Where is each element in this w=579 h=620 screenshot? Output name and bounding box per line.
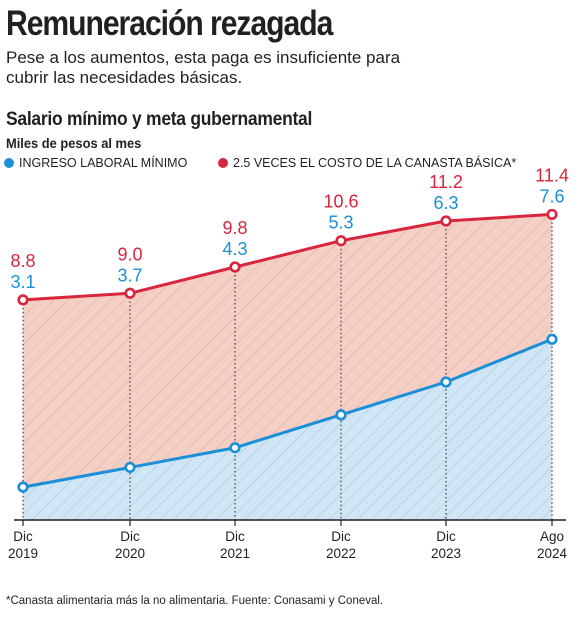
data-point-canasta (335, 235, 347, 247)
data-label-ingreso: 6.3 (433, 193, 458, 213)
data-label-ingreso: 5.3 (328, 213, 353, 233)
x-tick-label-year: 2023 (431, 546, 461, 561)
x-tick-label-year: 2022 (326, 546, 356, 561)
page-title: Remuneración rezagada (6, 4, 333, 43)
area-ingreso-hatch (23, 339, 552, 520)
data-label-ingreso: 7.6 (539, 186, 564, 206)
series-line-canasta (22, 212, 553, 302)
data-point-ingreso (546, 333, 558, 345)
x-tick-label: Dic (436, 529, 456, 544)
data-point-canasta (546, 208, 558, 221)
chart-title: Salario mínimo y meta gubernamental (6, 109, 313, 130)
data-label-canasta: 11.2 (429, 172, 463, 192)
data-label-canasta: 8.8 (10, 251, 35, 271)
data-point-ingreso (335, 409, 347, 421)
footnote: *Canasta alimentaria más la no alimentar… (6, 595, 384, 607)
legend-label-canasta: 2.5 VECES EL COSTO DE LA CANASTA BÁSICA* (233, 156, 517, 170)
data-point-ingreso (440, 376, 452, 388)
data-label-canasta: 10.6 (323, 192, 358, 212)
data-point-canasta (440, 215, 452, 227)
legend-dot-red-icon (218, 158, 228, 168)
x-tick-label: Dic (120, 529, 140, 544)
x-tick-label: Dic (225, 529, 245, 544)
data-label-ingreso: 4.3 (222, 239, 247, 259)
data-label-canasta: 11.4 (535, 165, 569, 185)
data-point-canasta (17, 294, 29, 306)
x-tick-label-year: 2020 (115, 546, 145, 561)
page-subtitle: Pese a los aumentos, esta paga es insufi… (6, 48, 401, 87)
data-point-ingreso (17, 481, 29, 493)
x-tick-label: Ago (540, 529, 564, 544)
data-point-canasta (124, 287, 136, 299)
data-label-ingreso: 3.1 (10, 272, 35, 292)
legend-item-ingreso: INGRESO LABORAL MÍNIMO (4, 156, 187, 170)
x-tick-label-year: 2024 (537, 546, 568, 561)
data-label-canasta: 9.8 (222, 218, 247, 238)
legend-label-ingreso: INGRESO LABORAL MÍNIMO (19, 156, 188, 170)
chart-unit-label: Miles de pesos al mes (6, 135, 142, 151)
data-point-ingreso (229, 442, 241, 454)
data-point-ingreso (124, 461, 136, 474)
x-tick-label: Dic (331, 529, 351, 544)
x-tick-label: Dic (13, 529, 33, 544)
x-tick-label-year: 2019 (8, 546, 38, 561)
x-tick-label-year: 2021 (220, 546, 250, 561)
data-point-canasta (229, 261, 241, 273)
data-label-ingreso: 3.7 (117, 265, 142, 285)
data-label-canasta: 9.0 (117, 244, 142, 264)
legend-item-canasta: 2.5 VECES EL COSTO DE LA CANASTA BÁSICA* (218, 156, 516, 170)
series-line-ingreso (22, 337, 553, 489)
legend-dot-blue-icon (4, 158, 14, 168)
area-canasta-hatch (23, 214, 552, 488)
